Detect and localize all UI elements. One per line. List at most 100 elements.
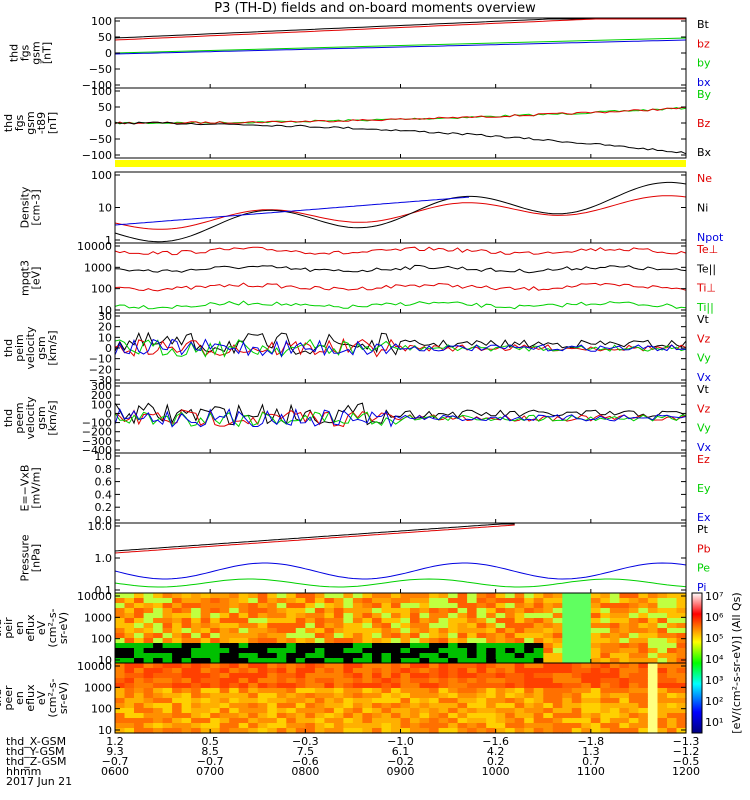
spectrogram-cell: [362, 698, 373, 704]
spectrogram-cell: [448, 648, 459, 654]
spectrogram-cell: [372, 638, 383, 644]
spectrogram-cell: [286, 653, 297, 659]
spectrogram-cell: [276, 643, 287, 649]
spectrogram-cell: [619, 658, 630, 664]
spectrogram-cell: [115, 668, 126, 674]
spectrogram-cell: [581, 613, 592, 619]
ephemeris-value: 0900: [387, 765, 415, 778]
spectrogram-cell: [391, 708, 402, 714]
spectrogram-cell: [495, 683, 506, 689]
spectrogram-cell: [115, 718, 126, 724]
spectrogram-cell: [647, 693, 658, 699]
spectrogram-cell: [143, 668, 154, 674]
spectrogram-cell: [419, 638, 430, 644]
spectrogram-cell: [343, 628, 354, 634]
spectrogram-cell: [115, 618, 126, 624]
spectrogram-cell: [210, 608, 221, 614]
spectrogram-cell: [267, 643, 278, 649]
spectrogram-cell: [115, 708, 126, 714]
spectrogram-cell: [153, 648, 164, 654]
spectrogram-cell: [333, 603, 344, 609]
spectrogram-cell: [609, 693, 620, 699]
spectrogram-cell: [467, 598, 478, 604]
spectrogram-cell: [533, 613, 544, 619]
series-bz-line: [114, 106, 687, 125]
spectrogram-cell: [276, 678, 287, 684]
ephemeris-value: −1.6: [482, 735, 509, 748]
spectrogram-cell: [419, 683, 430, 689]
spectrogram-cell: [238, 618, 249, 624]
spectrogram-cell: [438, 628, 449, 634]
spectrogram-cell: [486, 698, 497, 704]
spectrogram-cell: [619, 678, 630, 684]
spectrogram-cell: [314, 633, 325, 639]
spectrogram-cell: [457, 648, 468, 654]
ytick-label: −50: [89, 133, 112, 146]
spectrogram-cell: [324, 618, 335, 624]
spectrogram-cell: [172, 698, 183, 704]
spectrogram-cell: [448, 653, 459, 659]
ylabel-line: eflux: [24, 614, 37, 642]
spectrogram-cell: [210, 673, 221, 679]
ephemeris-value: 0600: [101, 765, 129, 778]
spectrogram-cell: [419, 723, 430, 729]
spectrogram-cell: [381, 628, 392, 634]
spectrogram-cell: [372, 608, 383, 614]
ylabel-line: gsm: [24, 111, 37, 134]
spectrogram-cell: [476, 718, 487, 724]
spectrogram-cell: [657, 618, 668, 624]
spectrogram-cell: [143, 688, 154, 694]
spectrogram-cell: [410, 623, 421, 629]
spectrogram-cell: [438, 613, 449, 619]
spectrogram-cell: [543, 713, 554, 719]
spectrogram-cell: [457, 718, 468, 724]
spectrogram-cell: [372, 628, 383, 634]
spectrogram-cell: [172, 708, 183, 714]
spectrogram-cell: [257, 703, 268, 709]
spectrogram-cell: [429, 713, 440, 719]
spectrogram-cell: [276, 663, 287, 669]
spectrogram-cell: [210, 683, 221, 689]
spectrogram-cell: [276, 653, 287, 659]
spectrogram-cell: [429, 608, 440, 614]
spectrogram-cell: [476, 618, 487, 624]
spectrogram-cell: [467, 728, 478, 734]
spectrogram-cell: [181, 723, 192, 729]
spectrogram-cell: [229, 598, 240, 604]
ylabel-line: sr-eV): [57, 682, 70, 714]
spectrogram-cell: [276, 623, 287, 629]
legend-vy: Vy: [697, 422, 711, 435]
spectrogram-cell: [486, 673, 497, 679]
spectrogram-cell: [153, 628, 164, 634]
spectrogram-cell: [257, 608, 268, 614]
colorbar-label: [eV/(cm²-s-sr-eV)] (All Qs): [730, 592, 743, 733]
spectrogram-cell: [647, 593, 658, 599]
spectrogram-cell: [628, 618, 639, 624]
spectrogram-cell: [419, 598, 430, 604]
spectrogram-cell: [200, 648, 211, 654]
ytick-label: 100: [91, 703, 112, 716]
spectrogram-cell: [609, 628, 620, 634]
spectrogram-cell: [533, 658, 544, 664]
spectrogram-cell: [429, 648, 440, 654]
spectrogram-cell: [210, 623, 221, 629]
spectrogram-cell: [153, 618, 164, 624]
ytick-label: 10000: [77, 240, 112, 253]
spectrogram-cell: [419, 643, 430, 649]
spectrogram-cell: [495, 723, 506, 729]
spectrogram-cell: [667, 648, 678, 654]
spectrogram-cell: [229, 613, 240, 619]
spectrogram-cell: [162, 638, 173, 644]
spectrogram-cell: [524, 708, 535, 714]
spectrogram-cell: [638, 628, 649, 634]
spectrogram-cell: [143, 658, 154, 664]
legend-by: by: [697, 57, 711, 70]
spectrogram-cell: [581, 643, 592, 649]
spectrogram-cell: [581, 688, 592, 694]
spectrogram-cell: [305, 663, 316, 669]
spectrogram-cell: [191, 673, 202, 679]
spectrogram-cell: [134, 598, 145, 604]
spectrogram-cell: [600, 653, 611, 659]
spectrogram-cell: [524, 693, 535, 699]
spectrogram-cell: [543, 663, 554, 669]
